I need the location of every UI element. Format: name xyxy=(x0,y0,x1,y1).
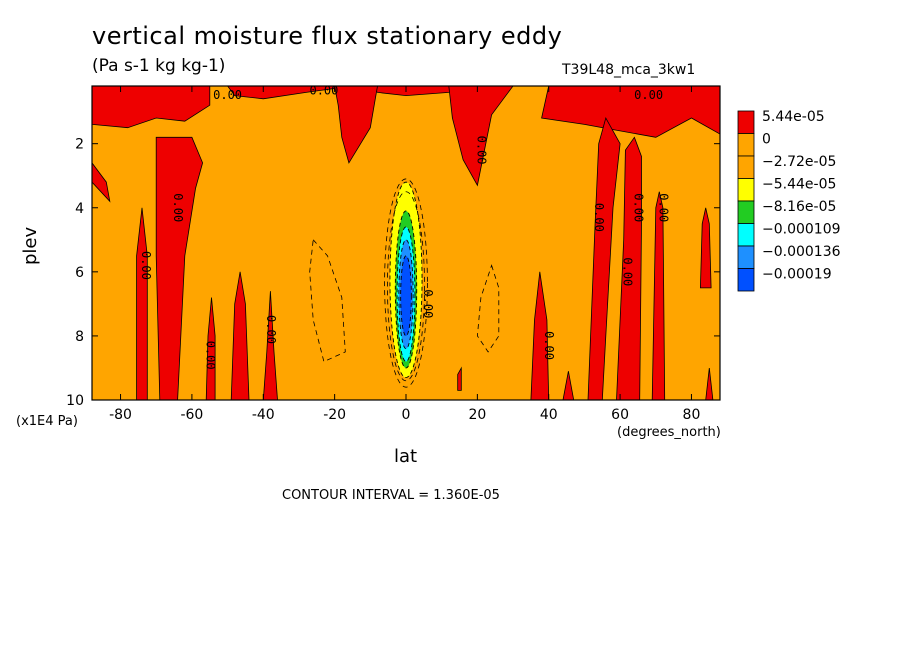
x-tick-label: 80 xyxy=(683,407,701,423)
filled-contours xyxy=(92,86,720,400)
contour-label-9: 0.00 xyxy=(631,193,645,222)
core-dashed-ring-1 xyxy=(387,191,425,382)
chart-title: vertical moisture flux stationary eddy xyxy=(92,22,563,50)
contour-label-13: 0.00 xyxy=(421,289,435,318)
positive-region-spike-46n xyxy=(562,371,575,400)
colorbar-swatch xyxy=(737,223,755,247)
core-dashed-ring-0 xyxy=(384,178,428,388)
y-tick-label: 10 xyxy=(66,393,84,409)
y-tick-label: 6 xyxy=(75,265,84,281)
positive-region-plume-70n xyxy=(651,191,666,400)
colorbar-label: −0.000136 xyxy=(762,244,841,260)
colorbar-label: −0.00019 xyxy=(762,267,832,283)
x-tick-label: 60 xyxy=(611,407,629,423)
colorbar: 5.44e-05 0 −2.72e-05 −5.44e-05 −8.16e-05 −0.0… xyxy=(737,109,841,292)
colorbar-swatch xyxy=(737,133,755,157)
contour-label-10: 0.00 xyxy=(656,193,670,222)
x-axis-unit: (degrees_north) xyxy=(617,425,721,440)
positive-region-plume-62n xyxy=(616,136,642,400)
positive-region-tongue-n68 xyxy=(155,136,204,400)
contour-label-11: 0.00 xyxy=(621,257,635,286)
colorbar-label: −8.16e-05 xyxy=(762,199,836,215)
y-axis-unit: (x1E4 Pa) xyxy=(16,414,78,429)
colorbar-swatch xyxy=(737,155,755,179)
positive-region-spike-83n xyxy=(699,207,712,289)
y-tick-label: 8 xyxy=(75,329,84,345)
dashed-contours xyxy=(309,178,500,388)
contour-label-2: 0.00 xyxy=(634,88,663,102)
x-axis-label: lat xyxy=(394,446,418,467)
positive-region-spike-86n xyxy=(705,367,714,400)
colorbar-label: −5.44e-05 xyxy=(762,177,836,193)
contour-labels: 0.00 0.00 0.00 0.00 0.00 0.00 0.00 0.00 0.00 0.00… xyxy=(139,83,670,370)
dashed-contour-0 xyxy=(309,238,346,363)
positive-region-spike-37n xyxy=(530,271,550,400)
x-tick-label: -20 xyxy=(323,407,346,423)
positive-region-top-band-west xyxy=(92,86,211,129)
contour-label-8: 0.00 xyxy=(592,203,606,232)
dashed-contour-1 xyxy=(476,264,500,353)
contour-label-5: 0.00 xyxy=(139,251,153,280)
contour-label-3: 0.00 xyxy=(474,136,488,165)
positive-region-plume-left-of-equator xyxy=(334,86,378,164)
positive-region-spike-15n xyxy=(457,366,462,391)
positive-region-spike-n55 xyxy=(205,297,216,400)
y-tick-label: 2 xyxy=(75,137,84,153)
contour-label-4: 0.00 xyxy=(171,193,185,222)
x-tick-label: 20 xyxy=(468,407,486,423)
colorbar-swatch xyxy=(737,268,755,292)
contour-label-0: 0.00 xyxy=(213,88,242,102)
positive-region-west-edge xyxy=(92,162,111,203)
y-axis-label: plev xyxy=(20,226,41,265)
contour-interval: CONTOUR INTERVAL = 1.360E-05 xyxy=(282,488,500,503)
x-tick-label: -60 xyxy=(180,407,203,423)
run-name: T39L48_mca_3kw1 xyxy=(562,62,696,78)
x-axis-ticks: -80 -60 -40 -20 0 20 40 60 80 xyxy=(109,86,700,423)
positive-region-plume-53n xyxy=(587,116,621,400)
positive-region-top-band-east xyxy=(541,86,720,138)
colorbar-label: 0 xyxy=(762,132,771,148)
colorbar-label: −2.72e-05 xyxy=(762,154,836,170)
x-tick-label: 0 xyxy=(402,407,411,423)
x-tick-label: 40 xyxy=(540,407,558,423)
positive-region-spike-n47 xyxy=(230,271,250,400)
colorbar-swatch xyxy=(737,110,755,134)
colorbar-label: −0.000109 xyxy=(762,222,841,238)
colorbar-swatch xyxy=(737,178,755,202)
negative-core-4 xyxy=(400,255,412,337)
contour-label-1: 0.00 xyxy=(309,83,338,97)
contour-label-6: 0.00 xyxy=(203,341,217,370)
y-tick-label: 4 xyxy=(75,201,84,217)
contour-label-12: 0.00 xyxy=(542,331,556,360)
positive-region-spike-n74 xyxy=(136,207,148,400)
x-tick-label: -80 xyxy=(109,407,132,423)
positive-region-plume-20n xyxy=(448,86,514,187)
colorbar-swatch xyxy=(737,200,755,224)
contour-label-7: 0.00 xyxy=(264,315,278,344)
colorbar-label: 5.44e-05 xyxy=(762,109,825,125)
y-axis-ticks: 2 4 6 8 10 xyxy=(66,137,720,409)
positive-region-top-band-central xyxy=(227,86,353,100)
positive-region-spike-n38 xyxy=(262,291,278,400)
x-tick-label: -40 xyxy=(252,407,275,423)
colorbar-swatch xyxy=(737,245,755,269)
chart-units: (Pa s-1 kg kg-1) xyxy=(92,56,226,76)
